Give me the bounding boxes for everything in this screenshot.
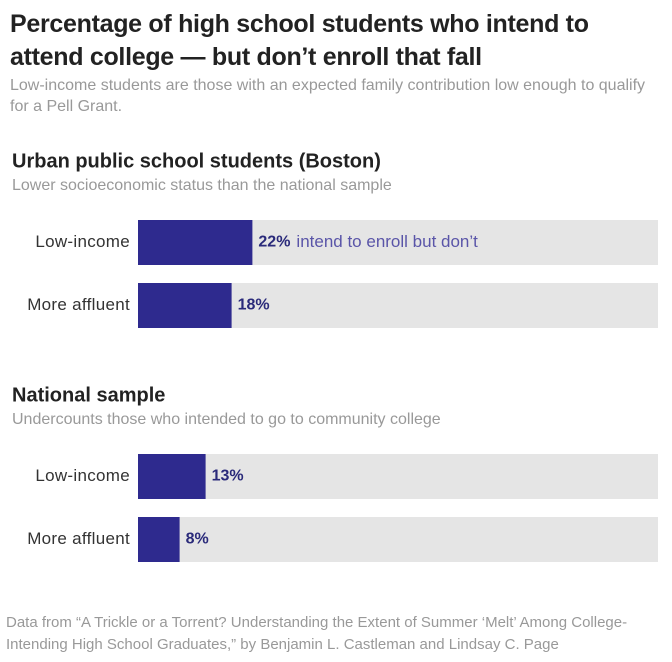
panel-title: National sample — [12, 384, 165, 406]
annotation: intend to enroll but don’t — [296, 232, 478, 251]
bar — [138, 517, 180, 562]
category-label: More affluent — [27, 295, 130, 314]
category-label: Low-income — [35, 466, 130, 485]
panel-subtitle: Lower socioeconomic status than the nati… — [12, 177, 392, 194]
bar — [138, 283, 232, 328]
panel-subtitle: Undercounts those who intended to go to … — [12, 411, 441, 428]
source: Data from “A Trickle or a Torrent? Under… — [6, 614, 628, 653]
panel-title: Urban public school students (Boston) — [12, 150, 381, 172]
title: Percentage of high school students who i… — [10, 10, 589, 71]
value-label: 22% — [258, 234, 290, 251]
value-label: 8% — [186, 531, 209, 548]
category-label: More affluent — [27, 529, 130, 548]
bar — [138, 454, 206, 499]
bar-track — [138, 517, 658, 562]
value-label: 18% — [238, 297, 270, 314]
bar — [138, 220, 253, 265]
value-label: 13% — [212, 468, 244, 485]
chart: Urban public school students (Boston) Low… — [12, 150, 658, 562]
subtitle: Low-income students are those with an ex… — [10, 77, 646, 115]
bar-track — [138, 454, 658, 499]
category-label: Low-income — [35, 232, 130, 251]
